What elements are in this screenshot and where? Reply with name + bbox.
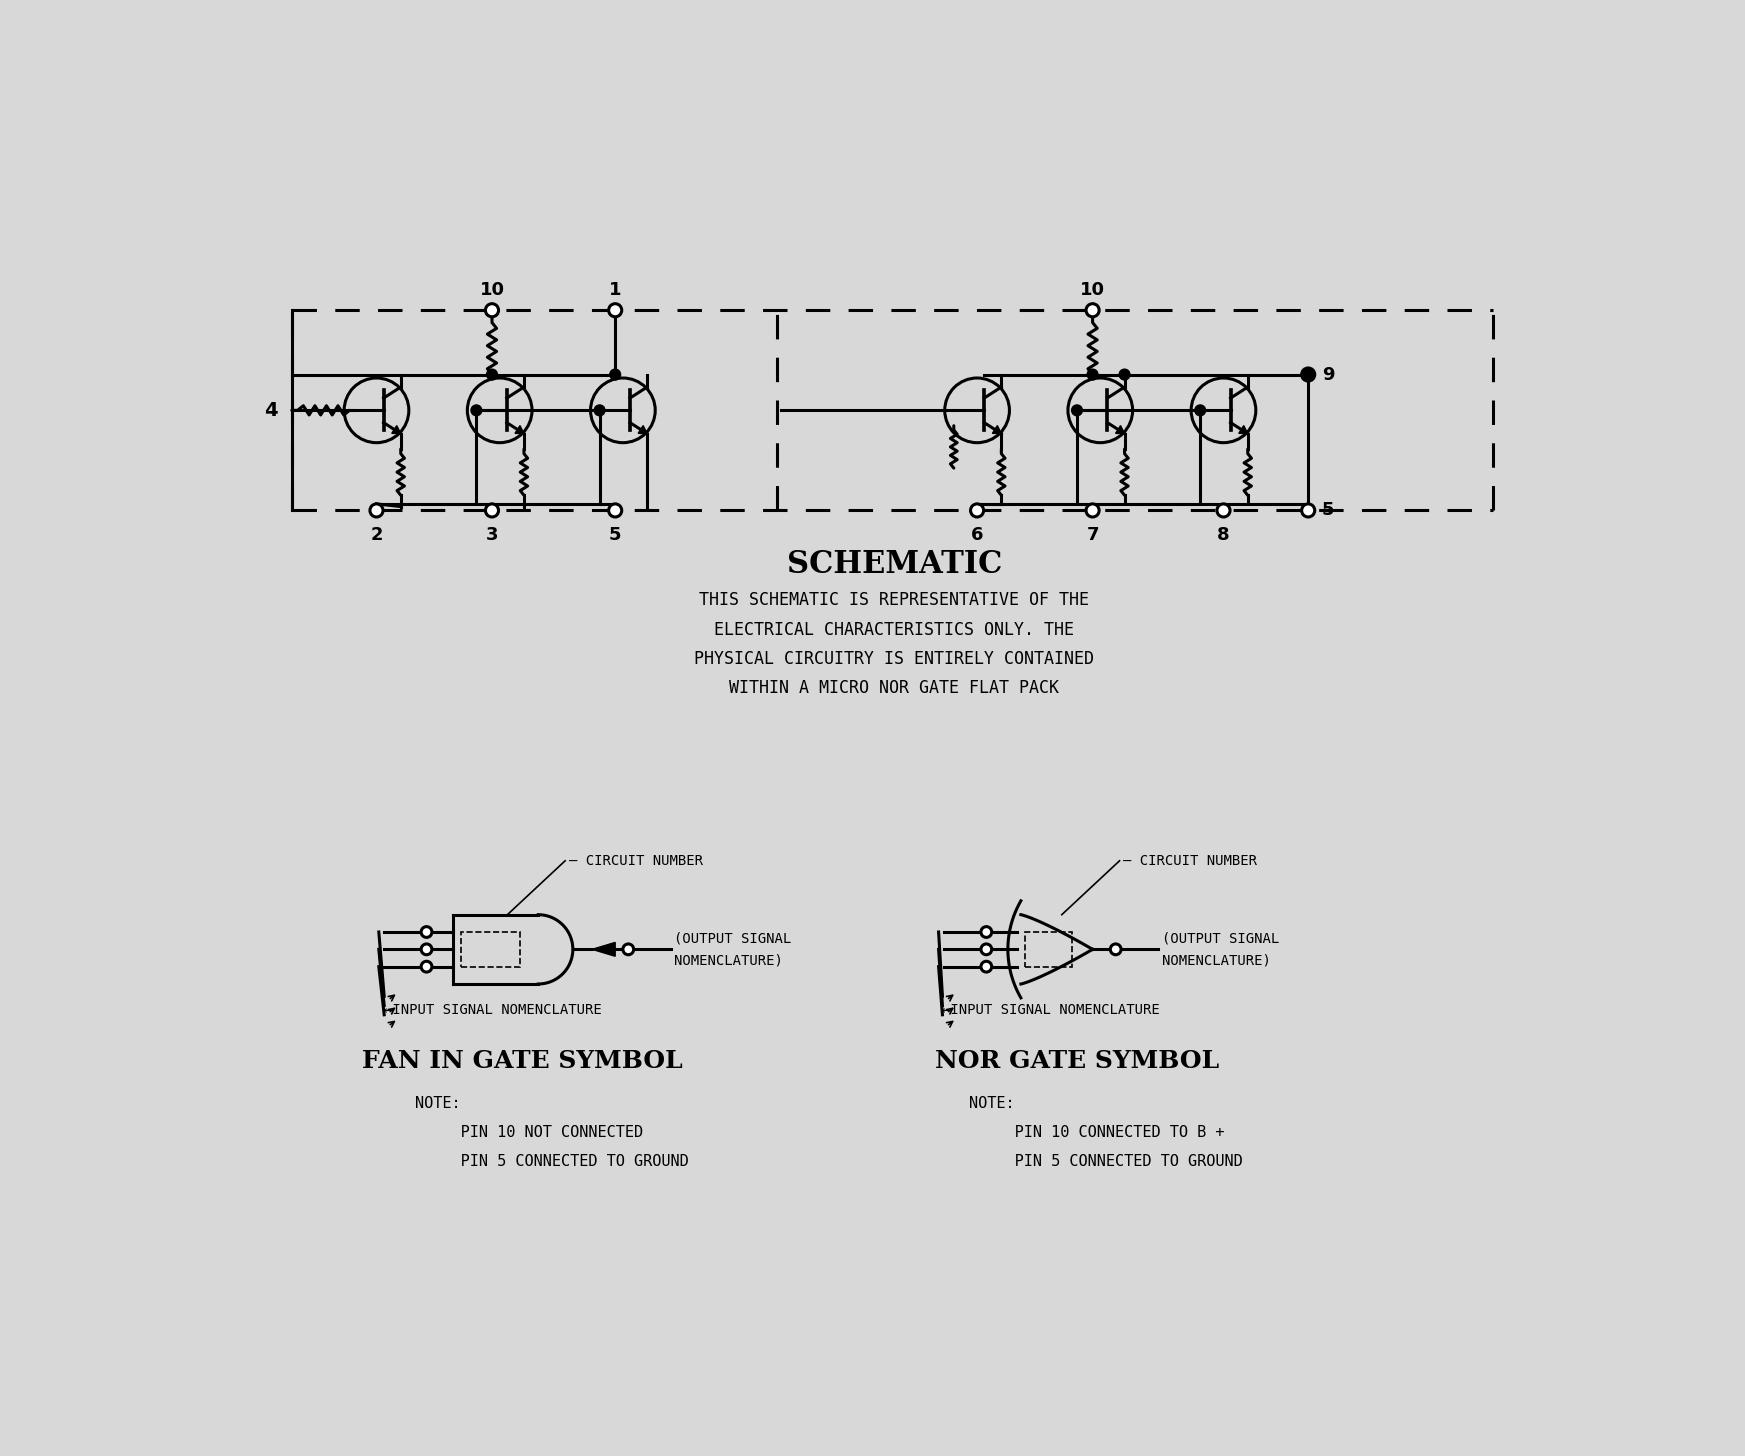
Circle shape — [1304, 370, 1314, 380]
Circle shape — [485, 304, 499, 317]
Text: NOTE:: NOTE: — [415, 1096, 461, 1111]
Circle shape — [1195, 405, 1206, 416]
Circle shape — [981, 926, 991, 938]
Text: NOR GATE SYMBOL: NOR GATE SYMBOL — [935, 1050, 1220, 1073]
Text: ←INPUT SIGNAL NOMENCLATURE: ←INPUT SIGNAL NOMENCLATURE — [384, 1003, 602, 1018]
Circle shape — [981, 943, 991, 955]
Text: (OUTPUT SIGNAL: (OUTPUT SIGNAL — [1162, 932, 1279, 945]
Circle shape — [609, 370, 621, 380]
Circle shape — [421, 926, 433, 938]
Text: WITHIN A MICRO NOR GATE FLAT PACK: WITHIN A MICRO NOR GATE FLAT PACK — [729, 678, 1059, 697]
Polygon shape — [1239, 425, 1248, 434]
Polygon shape — [1115, 425, 1124, 434]
Circle shape — [623, 943, 633, 955]
Text: 3: 3 — [485, 526, 499, 545]
Text: 10: 10 — [480, 281, 504, 298]
Circle shape — [981, 961, 991, 973]
Circle shape — [970, 504, 984, 517]
Circle shape — [1119, 370, 1131, 380]
Text: THIS SCHEMATIC IS REPRESENTATIVE OF THE: THIS SCHEMATIC IS REPRESENTATIVE OF THE — [700, 591, 1089, 609]
Text: 10: 10 — [1080, 281, 1105, 298]
Text: FAN IN GATE SYMBOL: FAN IN GATE SYMBOL — [363, 1050, 682, 1073]
Text: 1: 1 — [609, 281, 621, 298]
Circle shape — [1071, 405, 1082, 416]
Text: 8: 8 — [1218, 526, 1230, 545]
Circle shape — [1302, 504, 1314, 517]
Circle shape — [487, 370, 497, 380]
Bar — [1026, 932, 1071, 967]
Text: PIN 10 NOT CONNECTED: PIN 10 NOT CONNECTED — [415, 1125, 644, 1140]
Text: (OUTPUT SIGNAL: (OUTPUT SIGNAL — [675, 932, 792, 945]
Text: SCHEMATIC: SCHEMATIC — [787, 549, 1002, 579]
Text: NOMENCLATURE): NOMENCLATURE) — [675, 954, 784, 967]
Polygon shape — [639, 425, 647, 434]
Text: — CIRCUIT NUMBER: — CIRCUIT NUMBER — [1124, 853, 1258, 868]
Circle shape — [609, 504, 621, 517]
Text: 9: 9 — [1323, 365, 1335, 383]
Circle shape — [370, 504, 384, 517]
Text: NOTE:: NOTE: — [970, 1096, 1016, 1111]
Circle shape — [471, 405, 482, 416]
Polygon shape — [393, 425, 401, 434]
Circle shape — [421, 943, 433, 955]
Circle shape — [609, 304, 621, 317]
Text: — CIRCUIT NUMBER: — CIRCUIT NUMBER — [569, 853, 703, 868]
Circle shape — [485, 504, 499, 517]
Polygon shape — [592, 942, 616, 957]
Text: 7: 7 — [1087, 526, 1099, 545]
Circle shape — [1216, 504, 1230, 517]
Text: PIN 5 CONNECTED TO GROUND: PIN 5 CONNECTED TO GROUND — [970, 1155, 1242, 1169]
Circle shape — [595, 405, 606, 416]
Text: 4: 4 — [263, 400, 277, 419]
Text: 2: 2 — [370, 526, 382, 545]
Circle shape — [1302, 368, 1314, 381]
Text: ELECTRICAL CHARACTERISTICS ONLY. THE: ELECTRICAL CHARACTERISTICS ONLY. THE — [714, 620, 1075, 639]
Text: PHYSICAL CIRCUITRY IS ENTIRELY CONTAINED: PHYSICAL CIRCUITRY IS ENTIRELY CONTAINED — [695, 649, 1094, 668]
Circle shape — [1110, 943, 1120, 955]
Polygon shape — [515, 425, 524, 434]
Text: PIN 10 CONNECTED TO B +: PIN 10 CONNECTED TO B + — [970, 1125, 1225, 1140]
Text: PIN 5 CONNECTED TO GROUND: PIN 5 CONNECTED TO GROUND — [415, 1155, 689, 1169]
Circle shape — [1085, 504, 1099, 517]
Text: ←INPUT SIGNAL NOMENCLATURE: ←INPUT SIGNAL NOMENCLATURE — [942, 1003, 1160, 1018]
Text: 5: 5 — [609, 526, 621, 545]
Polygon shape — [993, 425, 1002, 434]
Text: 5: 5 — [1323, 501, 1335, 520]
Text: 6: 6 — [970, 526, 984, 545]
Circle shape — [421, 961, 433, 973]
Bar — [461, 932, 520, 967]
Circle shape — [1085, 304, 1099, 317]
Text: NOMENCLATURE): NOMENCLATURE) — [1162, 954, 1270, 967]
Circle shape — [1087, 370, 1098, 380]
